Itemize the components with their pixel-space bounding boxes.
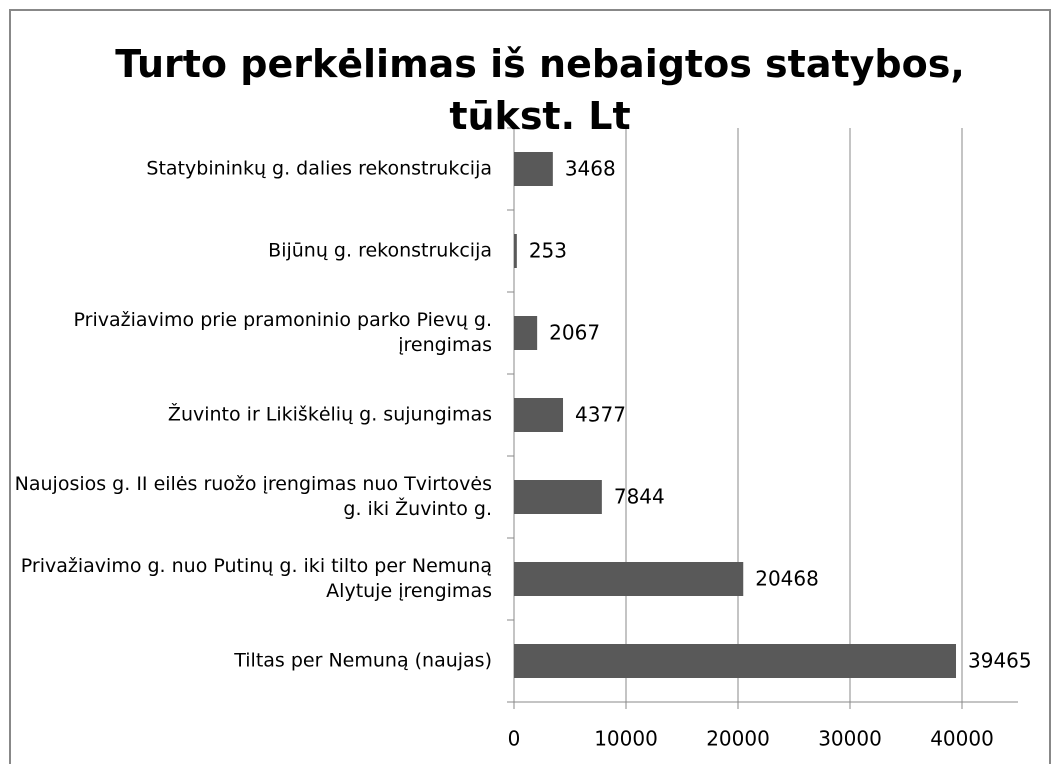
value-label: 253 <box>529 239 567 263</box>
y-tick-label: Privažiavimo g. nuo Putinų g. iki tilto … <box>20 555 492 602</box>
bar <box>514 562 744 596</box>
bar <box>514 316 538 350</box>
value-label: 7844 <box>614 485 665 509</box>
y-tick-label: Tiltas per Nemuną (naujas) <box>234 649 492 672</box>
bar <box>514 644 957 678</box>
y-tick-label: Privažiavimo prie pramoninio parko Pievų… <box>73 309 492 356</box>
chart-border <box>9 9 1051 764</box>
bar <box>514 152 553 186</box>
x-tick-label: 0 <box>508 727 521 751</box>
y-tick-label: Žuvinto ir Likiškėlių g. sujungimas <box>167 403 492 426</box>
y-tick-label: Naujosios g. II eilės ruožo įrengimas nu… <box>14 473 492 520</box>
value-label: 39465 <box>968 649 1032 673</box>
value-label: 3468 <box>565 157 616 181</box>
x-tick-label: 40000 <box>930 727 994 751</box>
x-tick-label: 10000 <box>594 727 658 751</box>
value-label: 20468 <box>755 567 819 591</box>
bar <box>514 398 564 432</box>
value-label: 4377 <box>575 403 626 427</box>
y-tick-label: Statybininkų g. dalies rekonstrukcija <box>146 157 492 180</box>
chart-title: Turto perkėlimas iš nebaigtos statybos, … <box>115 42 965 138</box>
x-tick-label: 30000 <box>818 727 882 751</box>
y-tick-label: Bijūnų g. rekonstrukcija <box>268 239 492 262</box>
value-label: 2067 <box>549 321 600 345</box>
bar <box>514 480 602 514</box>
bar <box>514 234 517 268</box>
x-tick-label: 20000 <box>706 727 770 751</box>
